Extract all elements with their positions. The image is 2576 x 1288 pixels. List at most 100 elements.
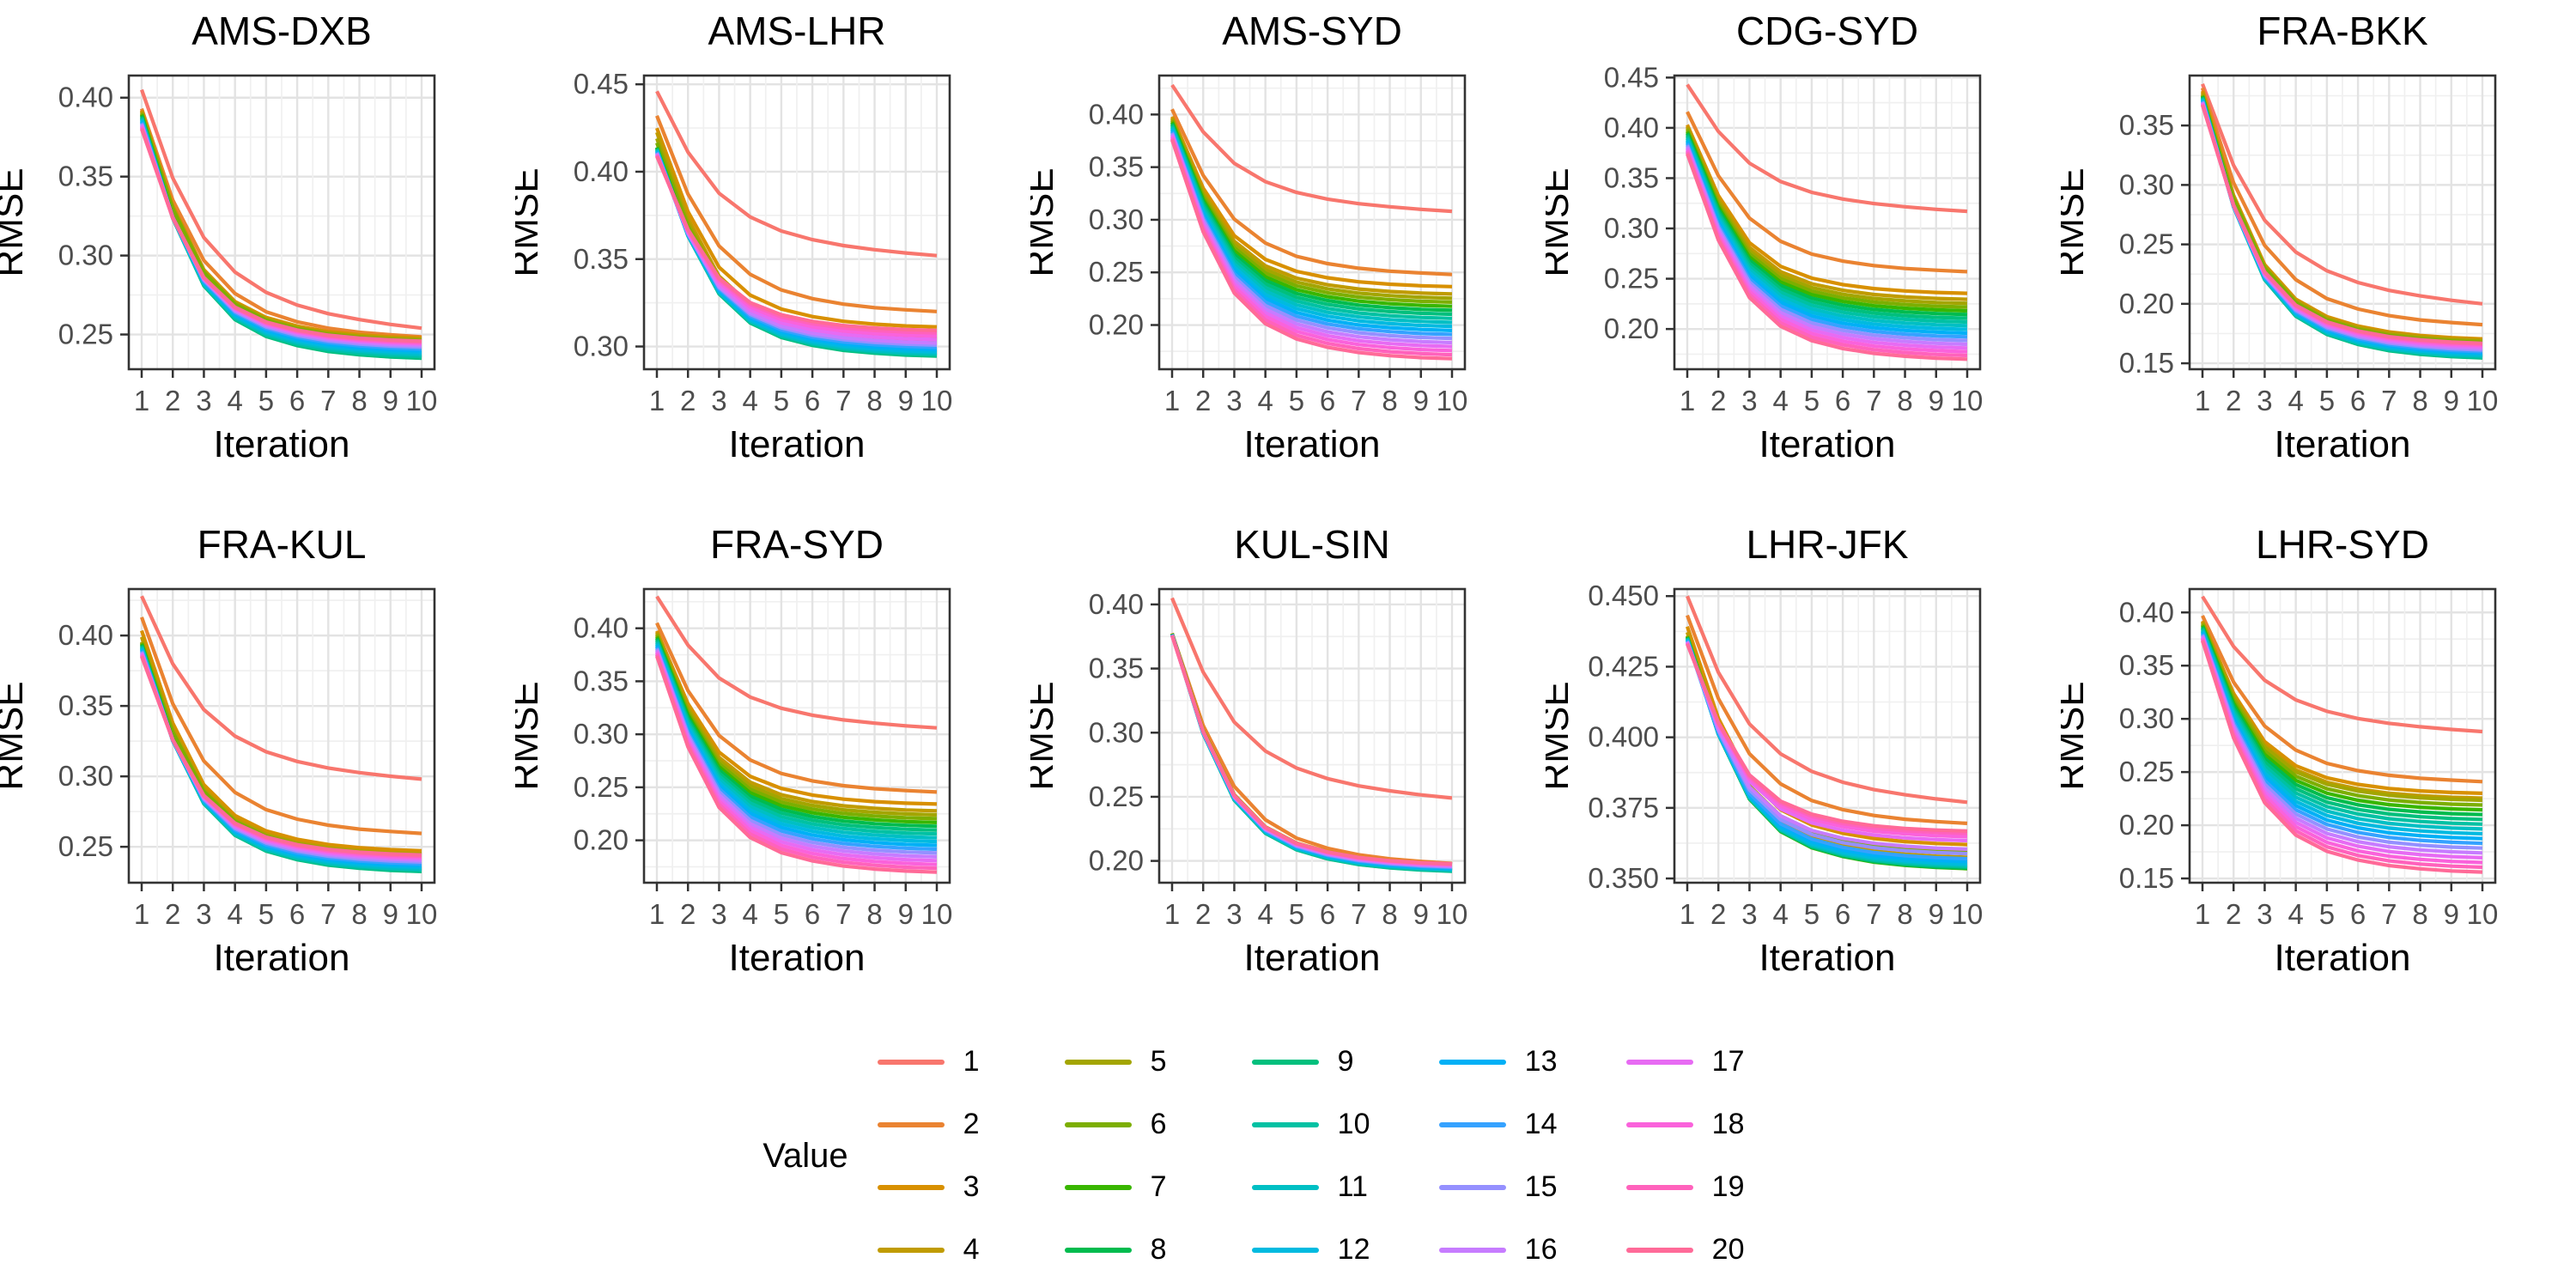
x-tick-label: 6 (1320, 385, 1335, 416)
x-tick-label: 9 (1413, 898, 1429, 930)
y-tick-label: 0.35 (1089, 653, 1144, 684)
y-tick-label: 0.30 (2119, 702, 2174, 734)
x-axis-label: Iteration (214, 937, 350, 979)
x-tick-label: 1 (649, 898, 665, 930)
legend-entry-label: 8 (1150, 1233, 1167, 1266)
legend-entry: 13 (1438, 1030, 1626, 1093)
series-line-3 (655, 127, 938, 329)
x-tick-label: 10 (921, 385, 953, 416)
y-tick-label: 0.15 (2119, 347, 2174, 379)
legend-entry: 2 (877, 1093, 1065, 1156)
series-line-1 (655, 595, 938, 730)
legend-line-swatch (1064, 1184, 1132, 1190)
y-tick-label: 0.40 (574, 612, 629, 644)
y-tick-label: 0.20 (1089, 845, 1144, 877)
facet-kul-sin: 0.20 0.25 0.30 0.35 0.40 1 2 3 4 5 6 7 8 9 10 KUL-SIN RM… (1030, 513, 1546, 1027)
y-tick-label: 0.350 (1588, 862, 1659, 894)
x-tick-label: 6 (805, 385, 820, 416)
x-tick-label: 6 (1835, 385, 1850, 416)
y-tick-label: 0.450 (1588, 580, 1659, 611)
x-tick-label: 6 (2350, 385, 2366, 416)
x-tick-label: 3 (711, 898, 726, 930)
x-tick-label: 7 (1866, 385, 1881, 416)
x-tick-label: 7 (1866, 898, 1881, 930)
y-tick-label: 0.35 (2119, 109, 2174, 141)
x-axis-label: Iteration (729, 423, 866, 465)
series-line-3 (1170, 115, 1453, 289)
x-tick-label: 4 (227, 898, 242, 930)
x-tick-label: 9 (898, 898, 914, 930)
panel-border (642, 74, 951, 371)
facet-fra-syd: 0.20 0.25 0.30 0.35 0.40 1 2 3 4 5 6 7 8 9 10 FRA-SYD RM… (515, 513, 1030, 1027)
x-tick-label: 5 (1804, 385, 1820, 416)
y-tick-label: 0.25 (574, 771, 629, 803)
series-line-2 (1686, 111, 1968, 274)
facet-title: LHR-JFK (1746, 522, 1908, 567)
series-line-20 (1686, 153, 1968, 361)
x-tick-label: 9 (1929, 898, 1944, 930)
x-tick-label: 10 (406, 385, 438, 416)
x-tick-label: 1 (1680, 385, 1695, 416)
series-line-1 (140, 595, 422, 781)
x-tick-label: 5 (774, 898, 789, 930)
y-tick-label: 0.425 (1588, 650, 1659, 682)
y-tick-label: 0.35 (574, 665, 629, 696)
y-axis-label: RMSE (1546, 681, 1577, 790)
panel-border (1673, 74, 1982, 371)
y-tick-label: 0.30 (58, 760, 113, 792)
x-tick-label: 2 (2226, 898, 2241, 930)
legend-entry: 6 (1064, 1093, 1252, 1156)
y-tick-label: 0.25 (1089, 256, 1144, 288)
panel-border (642, 587, 951, 884)
x-tick-label: 6 (289, 898, 305, 930)
legend-entry-label: 4 (963, 1233, 980, 1266)
y-tick-label: 0.35 (1604, 161, 1659, 193)
x-tick-label: 9 (2444, 898, 2459, 930)
facet-lhr-jfk: 0.350 0.375 0.400 0.425 0.450 1 2 3 4 5 6 7 8 9 10 LHR-… (1546, 513, 2061, 1027)
legend-entry: 5 (1064, 1030, 1252, 1093)
y-tick-label: 0.30 (58, 240, 113, 271)
y-tick-label: 0.40 (1604, 112, 1659, 143)
x-axis-label: Iteration (1759, 937, 1896, 979)
y-tick-label: 0.30 (574, 331, 629, 362)
x-tick-label: 2 (165, 898, 180, 930)
x-tick-label: 1 (1164, 385, 1180, 416)
panel-border (1673, 587, 1982, 884)
facet-ams-dxb: 0.25 0.30 0.35 0.40 1 2 3 4 5 6 7 8 9 10 AMS-DXB RMSE It… (0, 0, 515, 513)
x-tick-label: 3 (2257, 898, 2272, 930)
x-tick-label: 7 (1351, 898, 1366, 930)
series-line-1 (1686, 83, 1968, 214)
facet-chart: 0.20 0.25 0.30 0.35 0.40 0.45 1 2 3 4 5 6 7 8 9 10 CDG-S… (1546, 9, 1983, 465)
legend-entry: 18 (1625, 1093, 1814, 1156)
x-tick-label: 5 (1289, 898, 1304, 930)
x-tick-label: 4 (1772, 385, 1788, 416)
facet-title: FRA-SYD (710, 522, 884, 567)
y-tick-label: 0.30 (2119, 168, 2174, 200)
x-tick-label: 7 (1351, 385, 1366, 416)
x-tick-label: 10 (1437, 898, 1468, 930)
series-line-2 (140, 107, 422, 339)
facet-cdg-syd: 0.20 0.25 0.30 0.35 0.40 0.45 1 2 3 4 5 6 7 8 9 10 CDG-S… (1546, 0, 2061, 513)
x-tick-label: 1 (2195, 898, 2210, 930)
x-tick-label: 1 (134, 898, 149, 930)
legend-line-swatch (1251, 1059, 1319, 1065)
y-tick-label: 0.25 (1604, 263, 1659, 295)
legend: Value 1 2 3 4 5 6 7 8 9 10 11 12 13 14 15 16 17 18 19 20 (0, 1030, 2576, 1281)
x-tick-label: 5 (258, 898, 274, 930)
panel-border (2188, 74, 2497, 371)
y-tick-label: 0.35 (574, 243, 629, 275)
series-line-3 (1686, 124, 1968, 295)
panel-border (127, 74, 436, 371)
legend-line-swatch (877, 1059, 945, 1065)
y-tick-label: 0.30 (1089, 204, 1144, 235)
x-axis-label: Iteration (729, 937, 866, 979)
legend-entry-label: 16 (1524, 1233, 1558, 1266)
x-tick-label: 4 (742, 898, 757, 930)
series-line-1 (1170, 83, 1453, 214)
x-tick-label: 8 (2412, 385, 2427, 416)
series-line-3 (140, 629, 422, 853)
legend-entry-label: 18 (1711, 1108, 1745, 1140)
y-tick-label: 0.45 (574, 68, 629, 100)
x-tick-label: 8 (351, 385, 367, 416)
x-tick-label: 3 (1226, 898, 1242, 930)
